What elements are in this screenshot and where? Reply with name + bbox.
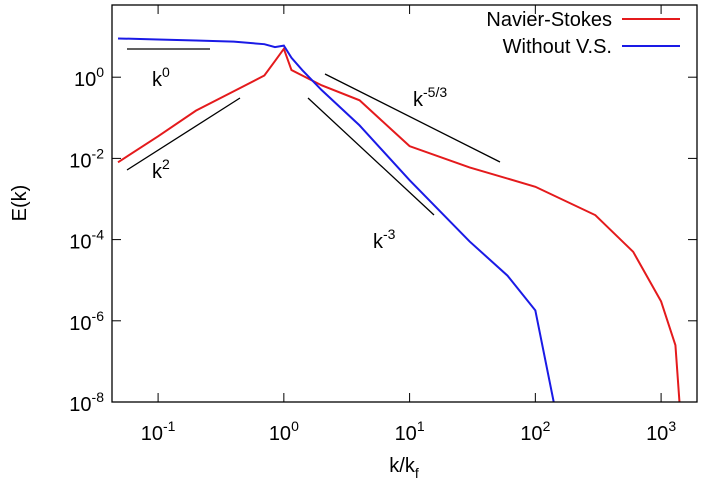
slope-line bbox=[324, 73, 501, 163]
series-line bbox=[117, 46, 681, 402]
x-tick-label: 10-1 bbox=[141, 418, 176, 445]
x-tick-label: 102 bbox=[520, 418, 550, 445]
slope-line bbox=[307, 97, 435, 216]
reference-lines bbox=[126, 48, 501, 216]
y-tick-label: 10-4 bbox=[69, 227, 104, 254]
x-tick-label: 101 bbox=[395, 418, 425, 445]
y-tick-label: 100 bbox=[74, 64, 104, 91]
annotation: k0 bbox=[152, 64, 170, 91]
annotation: k-5/3 bbox=[413, 84, 447, 111]
plot-frame bbox=[111, 4, 698, 403]
y-tick-label: 10-8 bbox=[69, 389, 104, 416]
annotation: k2 bbox=[152, 156, 170, 183]
y-tick-label: 10-6 bbox=[69, 308, 104, 335]
slope-line bbox=[126, 97, 241, 171]
x-axis-label: k/kf bbox=[389, 455, 419, 481]
annotation: k-3 bbox=[373, 226, 396, 253]
x-tick-label: 100 bbox=[269, 418, 299, 445]
y-tick-label: 10-2 bbox=[69, 145, 104, 172]
legend-label: Without V.S. bbox=[503, 36, 612, 58]
x-tick-label: 103 bbox=[646, 418, 676, 445]
y-axis-label: E(k) bbox=[9, 185, 31, 222]
legend-label: Navier-Stokes bbox=[486, 9, 612, 31]
series-line bbox=[117, 37, 555, 402]
